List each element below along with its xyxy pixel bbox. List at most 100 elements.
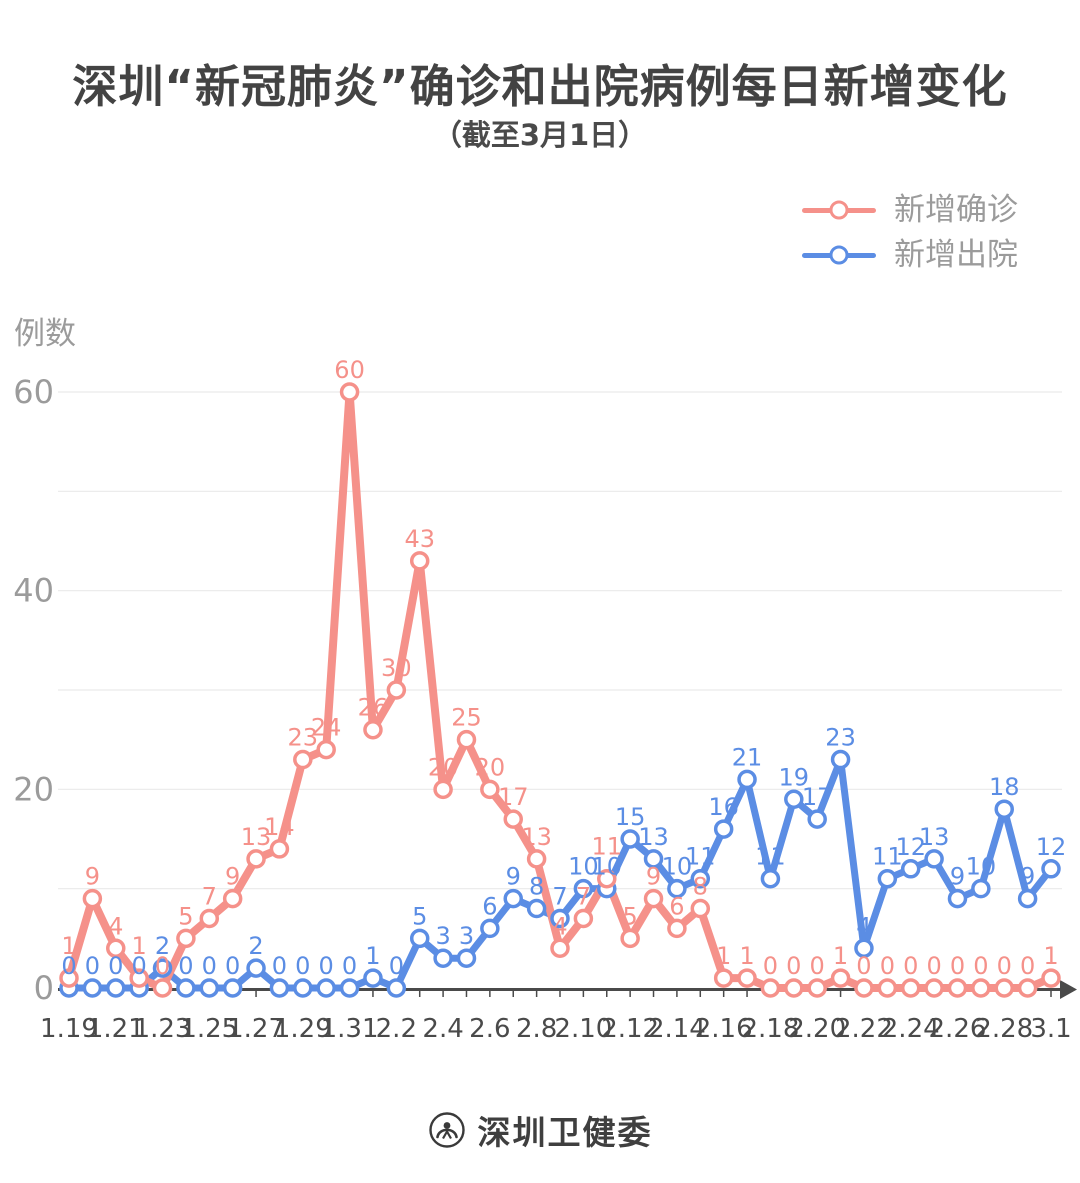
data-label-discharged: 7 xyxy=(552,882,567,910)
data-label-discharged: 17 xyxy=(802,783,833,811)
x-tick-label: 2.26 xyxy=(929,1014,987,1044)
marker-discharged xyxy=(784,789,804,810)
marker-discharged xyxy=(900,859,921,879)
marker-confirmed xyxy=(433,779,453,800)
marker-confirmed xyxy=(339,382,360,402)
data-label-confirmed: 23 xyxy=(288,724,319,752)
marker-discharged xyxy=(199,978,220,998)
data-label-confirmed: 5 xyxy=(623,902,638,930)
x-tick-label: 2.28 xyxy=(975,1014,1033,1044)
footer: 深圳卫健委 xyxy=(0,1106,1080,1154)
marker-discharged xyxy=(386,978,407,998)
x-tick-label: 1.21 xyxy=(87,1014,145,1044)
marker-confirmed xyxy=(456,729,477,750)
data-label-discharged: 13 xyxy=(638,823,669,851)
marker-discharged xyxy=(994,799,1014,819)
data-label-confirmed: 9 xyxy=(85,863,100,891)
data-label-discharged: 10 xyxy=(662,853,693,881)
data-label-discharged: 10 xyxy=(966,853,997,881)
marker-discharged xyxy=(807,809,827,829)
data-label-confirmed: 26 xyxy=(358,694,389,722)
data-label-confirmed: 11 xyxy=(591,833,622,861)
marker-confirmed xyxy=(129,968,149,988)
marker-discharged xyxy=(854,938,874,959)
marker-confirmed xyxy=(947,978,968,998)
marker-discharged xyxy=(293,978,313,998)
marker-discharged xyxy=(526,898,547,919)
marker-discharged xyxy=(269,978,290,998)
x-tick-label: 2.12 xyxy=(601,1014,659,1044)
y-axis-title: 例数 xyxy=(14,316,76,352)
marker-discharged xyxy=(947,888,968,909)
marker-discharged xyxy=(924,849,944,869)
data-label-discharged: 6 xyxy=(482,892,497,920)
marker-discharged xyxy=(667,878,687,899)
marker-discharged xyxy=(620,829,640,849)
data-label-discharged: 21 xyxy=(732,743,763,771)
marker-confirmed xyxy=(386,680,407,700)
marker-confirmed xyxy=(503,809,523,829)
marker-discharged xyxy=(830,749,851,770)
marker-confirmed xyxy=(573,908,594,929)
data-label-discharged: 15 xyxy=(615,803,646,831)
legend-label-confirmed: 新增确诊 xyxy=(894,191,1018,228)
data-label-confirmed: 14 xyxy=(264,813,295,841)
legend-marker-confirmed-icon xyxy=(829,200,849,220)
data-label-confirmed: 1 xyxy=(61,932,76,960)
data-label-confirmed: 5 xyxy=(178,902,193,930)
data-label-confirmed: 1 xyxy=(1043,942,1058,970)
data-label-confirmed: 0 xyxy=(997,952,1012,980)
data-label-confirmed: 0 xyxy=(155,952,170,980)
legend-marker-discharged-icon xyxy=(829,245,849,265)
data-label-discharged: 0 xyxy=(85,952,100,980)
marker-discharged xyxy=(877,868,898,889)
data-label-discharged: 0 xyxy=(272,952,287,980)
x-tick-label: 1.23 xyxy=(134,1014,192,1044)
x-tick-label: 2.6 xyxy=(469,1014,510,1044)
marker-confirmed xyxy=(830,968,851,988)
marker-confirmed xyxy=(667,918,687,939)
marker-confirmed xyxy=(1017,978,1038,998)
data-label-discharged: 0 xyxy=(202,952,217,980)
data-label-confirmed: 4 xyxy=(108,912,123,940)
x-tick-label: 1.29 xyxy=(274,1014,332,1044)
marker-confirmed xyxy=(222,888,243,909)
x-tick-label: 1.27 xyxy=(227,1014,285,1044)
x-tick-label: 1.25 xyxy=(180,1014,238,1044)
marker-discharged xyxy=(480,918,500,939)
data-label-confirmed: 0 xyxy=(880,952,895,980)
data-label-confirmed: 24 xyxy=(311,714,342,742)
marker-confirmed xyxy=(293,749,313,770)
y-tick-label: 0 xyxy=(34,969,54,1007)
legend-item-discharged: 新增出院 xyxy=(802,237,1018,273)
data-label-discharged: 1 xyxy=(365,942,380,970)
data-label-discharged: 10 xyxy=(591,853,622,881)
marker-discharged xyxy=(643,849,664,869)
marker-confirmed xyxy=(620,928,640,949)
marker-confirmed xyxy=(59,968,79,988)
data-label-discharged: 13 xyxy=(919,823,950,851)
page-subtitle: （截至3月1日） xyxy=(432,118,648,152)
data-label-confirmed: 0 xyxy=(903,952,918,980)
marker-discharged xyxy=(106,978,126,998)
marker-confirmed xyxy=(152,978,173,998)
marker-confirmed xyxy=(246,849,266,869)
data-label-discharged: 12 xyxy=(895,833,926,861)
data-label-confirmed: 43 xyxy=(404,525,435,553)
x-tick-label: 2.10 xyxy=(554,1014,612,1044)
data-label-confirmed: 0 xyxy=(1020,952,1035,980)
marker-confirmed xyxy=(854,978,874,998)
x-tick-label: 3.1 xyxy=(1030,1014,1071,1044)
legend-item-confirmed: 新增确诊 xyxy=(802,192,1018,228)
data-label-confirmed: 13 xyxy=(241,823,272,851)
marker-confirmed xyxy=(760,978,781,998)
legend: 新增确诊 新增出院 xyxy=(802,192,1018,273)
marker-confirmed xyxy=(737,968,757,988)
data-label-confirmed: 0 xyxy=(786,952,801,980)
data-label-confirmed: 17 xyxy=(498,783,529,811)
marker-discharged xyxy=(713,819,734,839)
y-tick-label: 40 xyxy=(13,572,54,610)
data-label-discharged: 0 xyxy=(132,952,147,980)
marker-confirmed xyxy=(807,978,827,998)
org-name: 深圳卫健委 xyxy=(477,1113,653,1152)
